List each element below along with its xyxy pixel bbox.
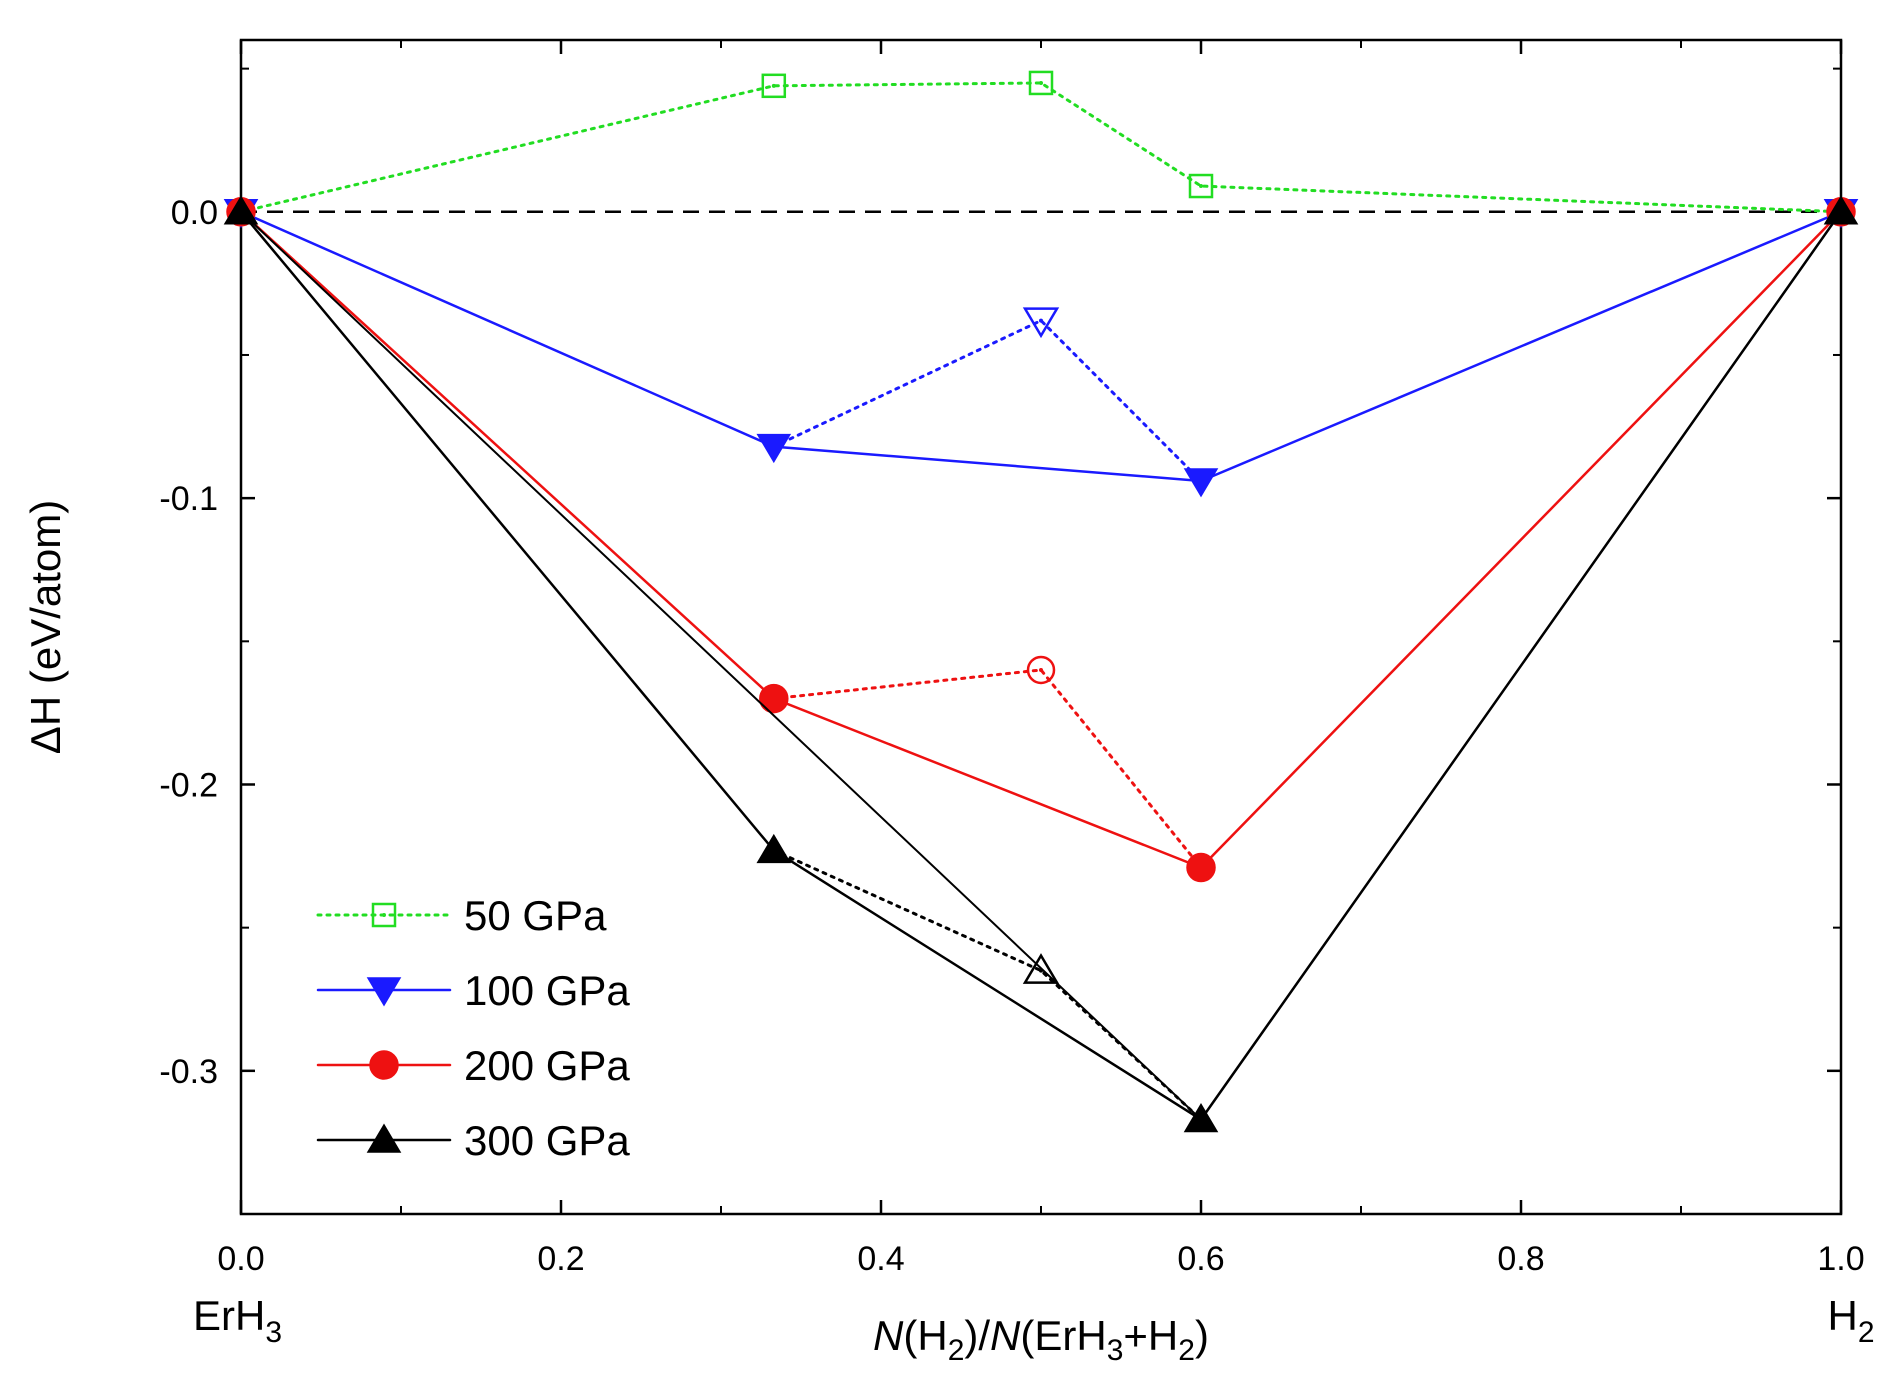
legend-item: 300 GPa (318, 1117, 630, 1164)
metastable-point-dot (1039, 969, 1043, 973)
data-point (758, 835, 790, 862)
legend-marker (368, 1125, 400, 1152)
metastable-point-dot (1039, 668, 1043, 672)
data-point (1187, 854, 1215, 882)
data-point-dot (1199, 184, 1203, 188)
data-point (1190, 175, 1212, 197)
legend-label: 100 GPa (464, 967, 630, 1014)
x-tick-label: 0.0 (217, 1240, 264, 1278)
legend-label: 50 GPa (464, 892, 607, 939)
legend-item: 200 GPa (318, 1042, 630, 1089)
x-axis-title: N(H2)/N(ErH3+H2) (873, 1312, 1209, 1367)
data-point (1185, 469, 1217, 496)
legend-item: 100 GPa (318, 967, 630, 1014)
metastable-point (1025, 309, 1057, 336)
data-point (760, 685, 788, 713)
legend-item: 50 GPa (318, 892, 607, 939)
legend-marker-dot (382, 913, 386, 917)
x-tick-label: 0.2 (537, 1240, 584, 1278)
series-line (241, 212, 1841, 868)
series-line (241, 212, 1841, 481)
data-point (1030, 72, 1052, 94)
ticks-layer (241, 40, 1841, 1214)
metastable-branch (774, 321, 1201, 481)
legend: 50 GPa 100 GPa 200 GPa 300 GPa (318, 892, 630, 1164)
data-point (763, 75, 785, 97)
metastable-point-dot (1039, 319, 1043, 323)
series-50-gpa (230, 72, 1852, 223)
chart: 0.0 0.2 0.4 0.6 0.8 1.0 0.0 -0.1 -0.2 -0.3 ΔH (eV/… (0, 0, 1879, 1389)
data-point-dot (772, 84, 776, 88)
x-tick-label: 0.8 (1497, 1240, 1544, 1278)
metastable-branch (774, 670, 1201, 868)
right-end-label: H2 (1827, 1292, 1874, 1349)
y-axis-title: ΔH (eV/atom) (22, 500, 69, 754)
legend-label: 200 GPa (464, 1042, 630, 1089)
x-tick-label: 0.6 (1177, 1240, 1224, 1278)
y-tick-label: 0.0 (171, 194, 218, 232)
x-tick-label: 1.0 (1817, 1240, 1864, 1278)
legend-marker (370, 1051, 398, 1079)
plot-frame (241, 40, 1841, 1214)
series-line (241, 83, 1841, 212)
legend-marker (368, 978, 400, 1005)
y-tick-label: -0.1 (159, 480, 218, 518)
series-100-gpa (225, 200, 1857, 496)
y-tick-label: -0.3 (159, 1053, 218, 1091)
y-tick-label: -0.2 (159, 766, 218, 804)
x-tick-label: 0.4 (857, 1240, 904, 1278)
legend-label: 300 GPa (464, 1117, 630, 1164)
metastable-point (1028, 657, 1054, 683)
labels-layer: 0.0 0.2 0.4 0.6 0.8 1.0 0.0 -0.1 -0.2 -0.3 ΔH (eV/… (22, 194, 1875, 1367)
data-point-dot (1039, 81, 1043, 85)
left-end-label: ErH3 (193, 1292, 282, 1349)
